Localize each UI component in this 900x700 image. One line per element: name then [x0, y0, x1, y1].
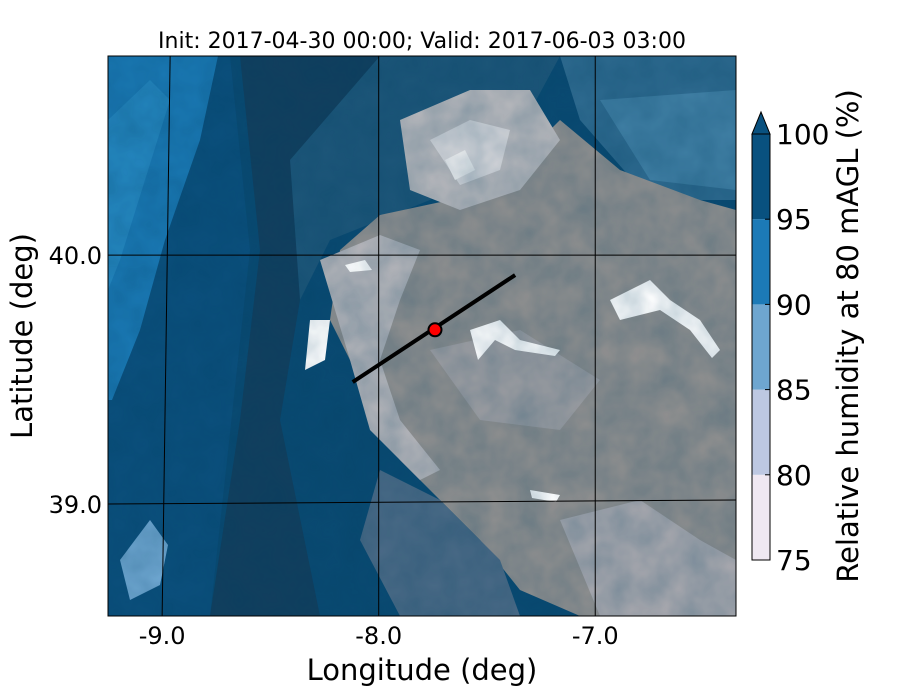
chart-title: Init: 2017-04-30 00:00; Valid: 2017-06-0…	[158, 29, 686, 54]
graticule-lines	[108, 56, 736, 616]
colorbar-extend-arrow	[751, 110, 771, 135]
colorbar: 75 80 85 90 95 100	[751, 110, 829, 577]
colorbar-segment	[752, 474, 770, 560]
y-tick-labels: 40.0 39.0	[49, 242, 102, 519]
colorbar-tick-label: 80	[776, 459, 812, 492]
colorbar-frame	[751, 134, 771, 561]
y-tick-label: 40.0	[49, 242, 102, 270]
colorbar-tick-label: 90	[776, 288, 812, 321]
colorbar-tick-label: 75	[776, 544, 812, 577]
x-tick-label: -9.0	[139, 622, 186, 650]
colorbar-segment	[752, 134, 770, 220]
x-tick-label: -8.0	[355, 622, 402, 650]
x-axis-label: Longitude (deg)	[307, 653, 538, 687]
overlay-layer	[351, 273, 517, 384]
colorbar-tick-label: 100	[776, 118, 829, 151]
y-tick-label: 39.0	[49, 491, 102, 519]
parallel-line	[108, 499, 736, 505]
colorbar-segment	[752, 389, 770, 475]
colorbar-label: Relative humidity at 80 mAGL (%)	[831, 89, 865, 583]
x-tick-label: -7.0	[572, 622, 619, 650]
colorbar-segment	[752, 219, 770, 305]
colorbar-tick-label: 95	[776, 203, 812, 236]
map-plot-area	[108, 56, 736, 616]
colorbar-segment	[752, 304, 770, 390]
x-tick-labels: -9.0 -8.0 -7.0	[139, 622, 619, 650]
colorbar-tick-label: 85	[776, 374, 812, 407]
y-axis-label: Latitude (deg)	[5, 233, 39, 439]
point-marker	[427, 322, 443, 338]
plot-frame	[107, 55, 737, 617]
meridian-line	[161, 56, 171, 616]
